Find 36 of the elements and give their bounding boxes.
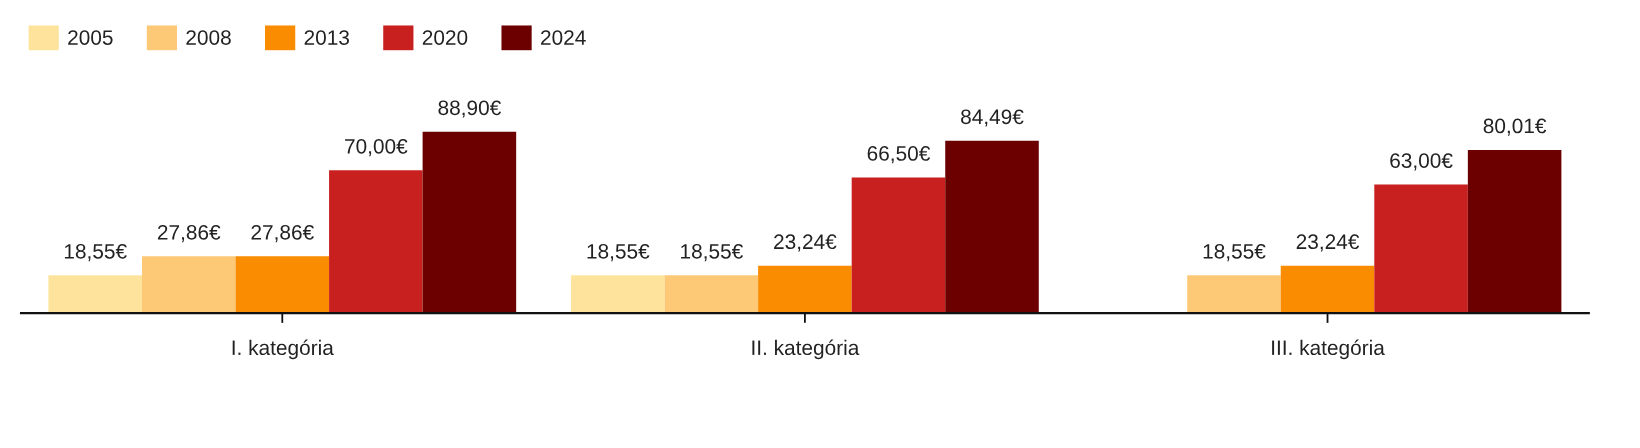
bar bbox=[1280, 265, 1375, 314]
data-label: 18,55€ bbox=[587, 243, 650, 262]
legend-label: 2005 bbox=[68, 30, 113, 45]
bar bbox=[1187, 275, 1281, 314]
bar bbox=[851, 177, 946, 314]
data-label: 66,50€ bbox=[867, 146, 931, 164]
bar bbox=[141, 256, 236, 314]
bar bbox=[235, 256, 330, 314]
x-tick-label: I. kategória bbox=[232, 339, 334, 360]
data-label: 80,01€ bbox=[1483, 118, 1547, 136]
data-label: 23,24€ bbox=[1296, 234, 1360, 252]
data-label: 63,00€ bbox=[1390, 153, 1453, 171]
data-label: 84,49€ bbox=[961, 109, 1024, 127]
legend-label: 2024 bbox=[541, 30, 586, 45]
legend-label: 2013 bbox=[304, 30, 349, 45]
data-label: 18,55€ bbox=[1203, 243, 1266, 262]
data-label: 23,24€ bbox=[774, 234, 837, 252]
legend-label: 2020 bbox=[422, 30, 468, 45]
data-label: 18,55€ bbox=[64, 243, 127, 262]
bar bbox=[48, 275, 142, 314]
data-label: 70,00€ bbox=[345, 138, 408, 157]
bar bbox=[329, 170, 423, 314]
data-label: 27,86€ bbox=[251, 224, 314, 243]
data-label: 88,90€ bbox=[438, 100, 501, 118]
data-label: 18,55€ bbox=[681, 243, 743, 262]
bar bbox=[422, 131, 517, 314]
data-label: 27,86€ bbox=[157, 224, 221, 243]
x-tick-label: III. kategória bbox=[1272, 339, 1385, 360]
bar bbox=[945, 140, 1039, 314]
bar bbox=[664, 275, 759, 314]
legend-label: 2008 bbox=[186, 30, 231, 45]
bar bbox=[758, 265, 852, 314]
bar bbox=[1374, 184, 1468, 314]
x-tick-label: II. kategória bbox=[752, 339, 860, 360]
bar bbox=[571, 275, 665, 314]
bar bbox=[1467, 149, 1562, 314]
